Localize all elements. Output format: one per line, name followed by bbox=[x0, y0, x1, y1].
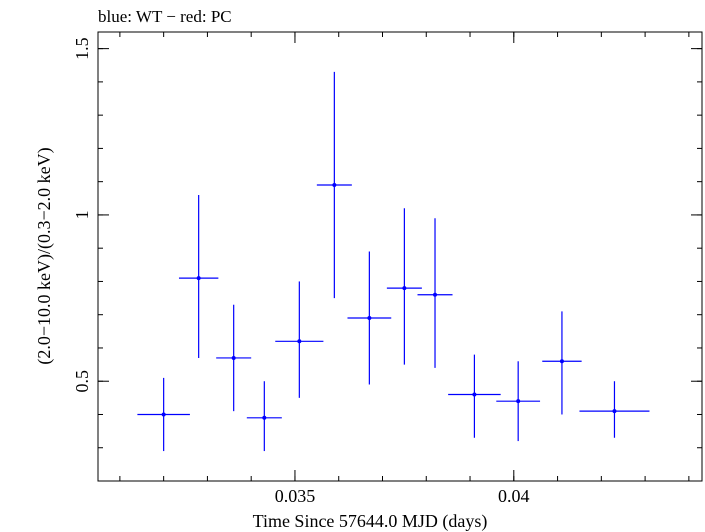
data-point bbox=[579, 381, 650, 438]
data-point bbox=[386, 208, 422, 365]
point-marker bbox=[262, 415, 267, 420]
x-tick-label: 0.035 bbox=[275, 486, 316, 506]
tick-labels: 0.035 0.04 0.5 1 1.5 bbox=[72, 37, 530, 506]
point-marker bbox=[161, 412, 166, 417]
point-marker bbox=[402, 286, 407, 291]
chart-title: blue: WT − red: PC bbox=[98, 7, 232, 26]
point-marker bbox=[559, 359, 564, 364]
point-marker bbox=[367, 316, 372, 321]
y-tick-label: 1 bbox=[72, 210, 92, 219]
minor-ticks bbox=[98, 32, 702, 482]
data-point bbox=[542, 311, 582, 415]
x-tick-label: 0.04 bbox=[498, 486, 530, 506]
series-layer bbox=[137, 71, 650, 452]
data-point bbox=[137, 377, 190, 452]
plot-frame bbox=[97, 31, 703, 482]
point-marker bbox=[433, 292, 438, 297]
data-point bbox=[347, 251, 392, 385]
point-marker bbox=[231, 355, 236, 360]
point-marker bbox=[332, 182, 337, 187]
data-point bbox=[496, 361, 541, 442]
data-point bbox=[448, 354, 501, 438]
point-marker bbox=[516, 399, 521, 404]
data-point bbox=[246, 381, 282, 452]
point-marker bbox=[612, 409, 617, 414]
data-point bbox=[316, 71, 352, 299]
major-ticks bbox=[98, 32, 702, 481]
data-series bbox=[137, 71, 650, 452]
point-marker bbox=[196, 276, 201, 281]
point-marker bbox=[297, 339, 302, 344]
data-point bbox=[275, 281, 324, 398]
point-marker bbox=[472, 392, 477, 397]
x-axis-label: Time Since 57644.0 MJD (days) bbox=[253, 511, 488, 532]
y-axis-label: (2.0−10.0 keV)/(0.3−2.0 keV) bbox=[34, 147, 55, 364]
data-point bbox=[178, 194, 219, 358]
y-tick-label: 0.5 bbox=[72, 370, 92, 393]
y-tick-label: 1.5 bbox=[72, 37, 92, 60]
data-point bbox=[417, 218, 453, 368]
data-point bbox=[216, 304, 252, 412]
